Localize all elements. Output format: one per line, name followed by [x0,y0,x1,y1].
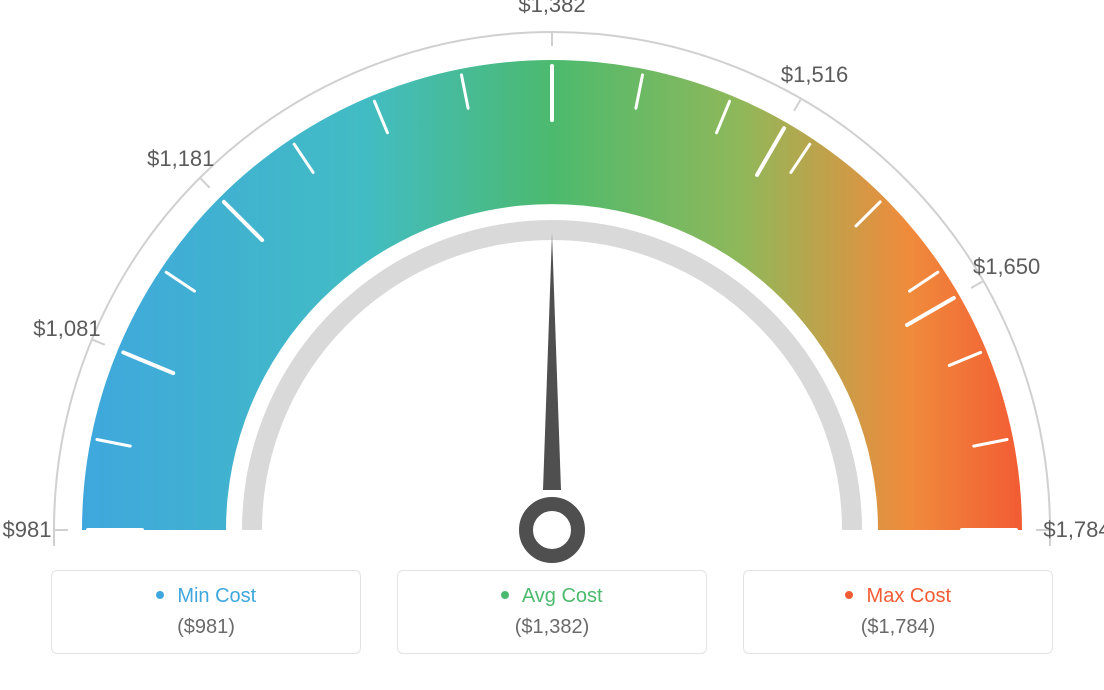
gauge-chart: $981 $1,081 $1,181 $1,382 $1,516 $1,650 $1,784 [0,0,1104,560]
gauge-svg [0,0,1104,570]
legend-value-min: ($981) [52,616,360,639]
gauge-tick-label: $1,784 [1043,517,1104,543]
legend-title-max: Max Cost [744,585,1052,608]
legend-row: Min Cost ($981) Avg Cost ($1,382) Max Co… [0,570,1104,654]
gauge-tick-label: $1,081 [33,316,100,342]
gauge-tick-label: $981 [3,517,52,543]
legend-title-min-text: Min Cost [177,585,256,607]
legend-dot-min [156,591,164,599]
legend-dot-avg [501,591,509,599]
legend-title-min: Min Cost [52,585,360,608]
legend-card-avg: Avg Cost ($1,382) [397,570,707,654]
legend-card-min: Min Cost ($981) [51,570,361,654]
gauge-tick-label: $1,382 [518,0,585,18]
gauge-tick-label: $1,650 [973,254,1040,280]
legend-title-avg: Avg Cost [398,585,706,608]
legend-title-avg-text: Avg Cost [522,585,603,607]
legend-value-avg: ($1,382) [398,616,706,639]
legend-value-max: ($1,784) [744,616,1052,639]
legend-card-max: Max Cost ($1,784) [743,570,1053,654]
gauge-tick-label: $1,516 [781,62,848,88]
legend-title-max-text: Max Cost [867,585,951,607]
legend-dot-max [845,591,853,599]
gauge-tick-label: $1,181 [147,146,214,172]
